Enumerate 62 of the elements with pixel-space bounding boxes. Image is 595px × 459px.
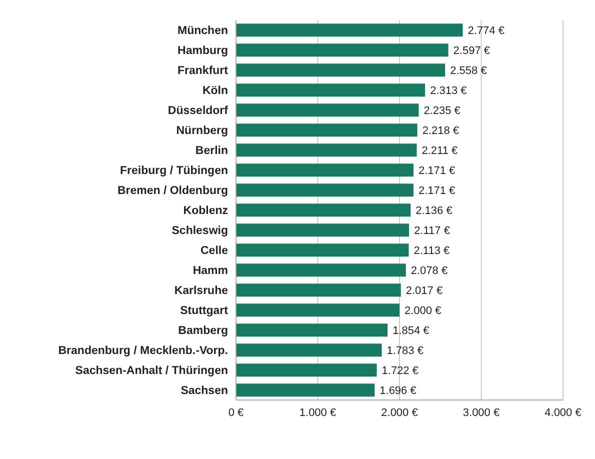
data-label: 2.113 € [414, 245, 450, 258]
bar [236, 184, 414, 197]
y-tick-label: Sachsen-Anhalt / Thüringen [75, 365, 228, 378]
bar [236, 124, 418, 137]
data-label: 2.136 € [416, 205, 452, 218]
y-tick-label: Schleswig [172, 225, 228, 238]
bar [236, 344, 382, 357]
data-label: 1.783 € [386, 345, 424, 358]
y-tick-label: München [178, 25, 228, 38]
bar [236, 24, 463, 37]
bar [236, 204, 411, 217]
data-label: 2.774 € [468, 25, 504, 38]
y-tick-label: Celle [200, 245, 228, 258]
bar [236, 284, 401, 297]
y-tick-label: Brandenburg / Mecklenb.-Vorp. [58, 345, 228, 358]
y-tick-label: Hamburg [178, 45, 228, 58]
bar [236, 64, 446, 77]
y-tick-label: Bamberg [178, 325, 228, 338]
bar [236, 264, 406, 277]
bar [236, 244, 409, 257]
y-tick-label: Stuttgart [180, 305, 228, 318]
bar [236, 304, 400, 317]
bar [236, 164, 414, 177]
data-label: 2.000 € [404, 305, 442, 318]
y-tick-label: Freiburg / Tübingen [120, 165, 228, 178]
y-tick-label: Düsseldorf [168, 105, 228, 118]
y-tick-label: Frankfurt [178, 65, 228, 78]
data-label: 2.558 € [450, 65, 487, 78]
y-tick-label: Sachsen [180, 385, 228, 398]
data-label: 2.597 € [453, 45, 490, 58]
y-tick-label: Hamm [192, 265, 228, 278]
x-tick-label: 1.000 € [299, 406, 336, 419]
bar [236, 384, 375, 397]
y-tick-label: Berlin [195, 145, 228, 158]
bar [236, 44, 448, 57]
bar [236, 104, 419, 117]
data-label: 1.696 € [380, 385, 416, 398]
x-tick-label: 4.000 € [544, 406, 582, 419]
data-label: 2.171 € [418, 185, 456, 198]
data-label: 2.171 € [418, 165, 456, 178]
data-label: 2.313 € [430, 85, 467, 98]
data-label: 2.078 € [410, 265, 448, 278]
x-tick-label: 0 € [228, 406, 244, 419]
y-tick-label: Köln [202, 85, 228, 98]
x-tick-label: 3.000 € [462, 406, 500, 419]
y-tick-label: Koblenz [183, 205, 228, 218]
bar [236, 144, 417, 157]
data-label: 2.117 € [414, 225, 450, 238]
data-label: 1.854 € [392, 325, 430, 338]
data-label: 2.211 € [422, 145, 458, 158]
bar [236, 84, 426, 97]
bar [236, 324, 388, 337]
bar [236, 364, 377, 377]
y-tick-label: Nürnberg [176, 125, 228, 138]
y-tick-label: Bremen / Oldenburg [117, 185, 228, 198]
data-label: 1.722 € [382, 365, 418, 378]
data-label: 2.017 € [406, 285, 443, 298]
y-tick-label: Karlsruhe [174, 285, 228, 298]
data-label: 2.218 € [422, 125, 460, 138]
x-tick-label: 2.000 € [381, 406, 418, 419]
data-label: 2.235 € [424, 105, 460, 118]
bar [236, 224, 410, 237]
